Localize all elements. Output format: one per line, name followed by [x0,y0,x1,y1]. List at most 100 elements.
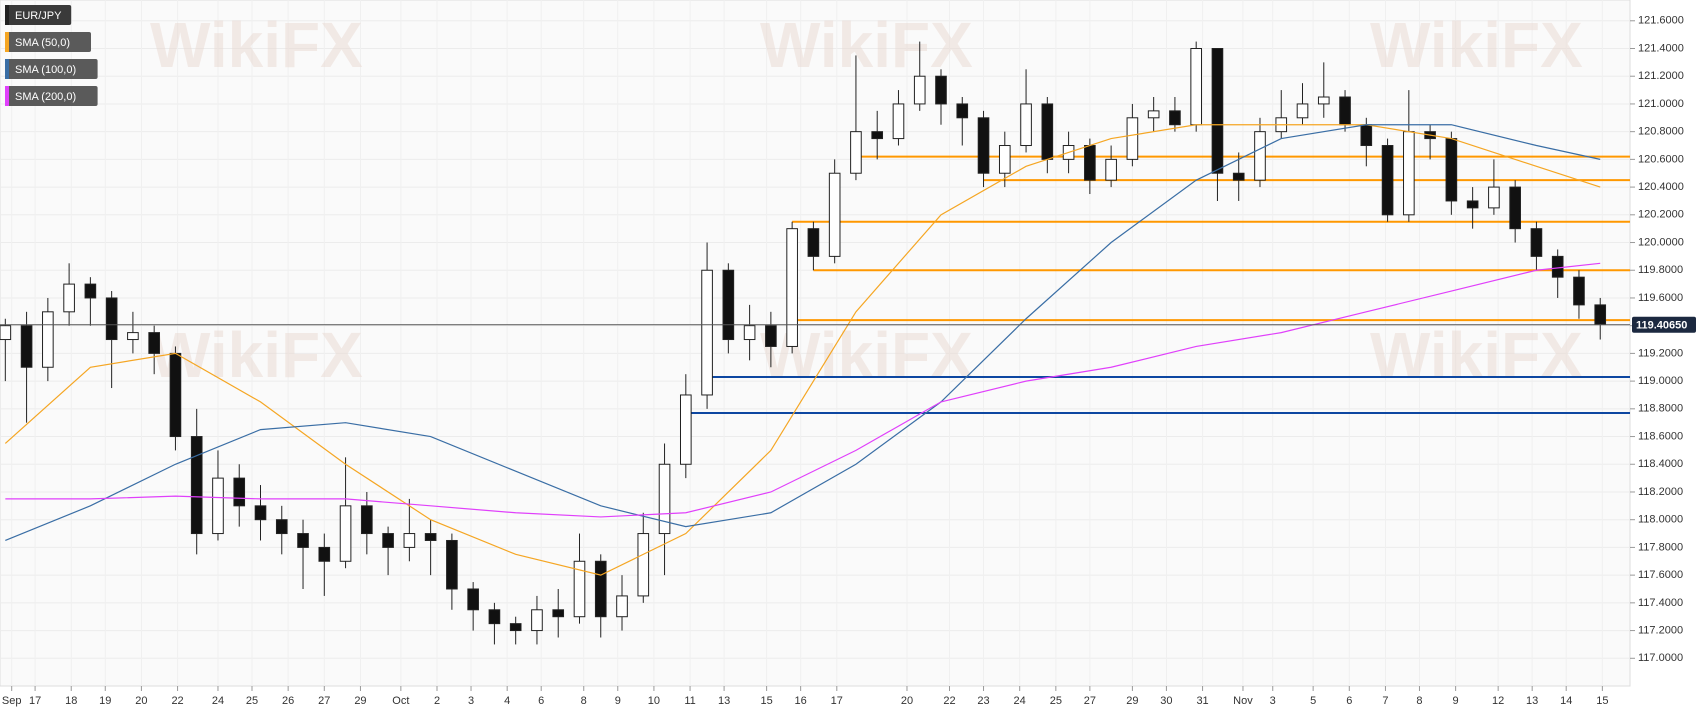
x-tick-label: 19 [99,695,111,707]
candle-body [743,325,756,341]
last-price-label: 119.40650 [1636,320,1687,332]
candle-body [658,463,671,535]
legend-box [5,86,98,106]
x-tick-label: 15 [1596,695,1608,707]
candle-body [552,609,565,618]
x-tick-label: 6 [1346,695,1352,707]
x-tick-label: 26 [282,695,294,707]
candle-body [1551,255,1564,278]
candle-body [1339,96,1351,126]
candle-body [1190,48,1203,126]
y-tick-label: 119.0000 [1638,375,1683,387]
candle-body [1317,96,1330,105]
candle-body [127,332,139,341]
x-tick-label: 20 [135,695,147,707]
x-tick-label: 17 [831,695,843,707]
y-tick-label: 119.6000 [1638,292,1683,304]
x-tick-label: 15 [760,695,772,707]
candle-body [318,546,331,562]
candle-body [616,595,628,618]
x-tick-label: 29 [1126,695,1138,707]
candle-body [403,533,416,548]
x-tick-label: 24 [1014,695,1026,707]
candle-body [1381,145,1394,216]
sma-line [5,262,1601,518]
candle-body [765,325,777,347]
candle-body [254,505,267,521]
y-tick-label: 120.8000 [1638,126,1684,138]
candle-body [1296,103,1309,119]
candle-body [871,131,884,140]
last-price-badge [1632,316,1696,333]
x-tick-label: 7 [1382,695,1388,707]
candle-body [1169,110,1181,126]
x-tick-label: 17 [29,695,41,707]
x-tick-label: 18 [65,695,77,707]
candle-body [594,560,607,618]
candle-body [722,269,735,341]
x-tick-label: 8 [581,695,587,707]
candle-body [190,436,203,535]
y-tick-label: 118.4000 [1638,458,1683,470]
candle-body [1403,131,1415,216]
x-tick-label: 9 [615,695,621,707]
y-tick-label: 121.0000 [1638,98,1684,110]
candle-body [424,533,437,541]
candle-body [1126,117,1139,160]
y-tick-label: 117.8000 [1638,541,1683,553]
legend-swatch [5,59,9,79]
candle-body [105,297,118,341]
y-tick-label: 121.4000 [1638,42,1684,54]
candle-body [361,505,373,535]
y-tick-label: 118.6000 [1638,430,1683,442]
x-tick-label: 8 [1416,695,1422,707]
x-tick-label: 6 [538,695,544,707]
y-tick-label: 120.2000 [1638,209,1684,221]
candle-body [1041,103,1054,160]
y-tick-label: 118.0000 [1638,514,1683,526]
candle-body [1105,158,1117,181]
candle-body [1445,138,1458,202]
candle-body [1509,186,1521,230]
x-tick-label: 24 [212,695,224,707]
candle-body [1211,48,1224,174]
x-tick-label: 23 [977,695,989,707]
x-tick-label: 31 [1196,695,1208,707]
watermark: WikiFX [150,319,363,391]
legend-box [5,59,98,79]
x-tick-label: Sep [2,695,22,707]
y-tick-label: 120.6000 [1638,153,1684,165]
legend-box [5,32,91,52]
candle-body [20,325,33,368]
candle-body [573,560,586,618]
candle-body [913,75,926,105]
candle-body [935,75,947,105]
candle-body [148,332,160,354]
x-tick-label: 25 [1050,695,1062,707]
y-tick-label: 120.0000 [1638,236,1684,248]
candle-body [42,311,54,368]
x-tick-label: 16 [795,695,807,707]
x-tick-label: 13 [1526,695,1538,707]
candle-body [892,103,905,140]
watermark: WikiFX [760,9,973,81]
candle-body [637,533,650,597]
y-tick-label: 117.0000 [1638,652,1683,664]
candle-body [1084,145,1096,181]
grid [0,20,1630,659]
x-tick-label: 4 [504,695,510,707]
candle-body [850,131,862,174]
y-tick-label: 117.2000 [1638,624,1683,636]
candle-body [977,117,990,174]
candle-body [1573,276,1585,306]
x-tick-label: 2 [434,695,440,707]
x-tick-label: 3 [468,695,474,707]
plot-area [0,0,1631,687]
candle-body [1360,124,1373,147]
x-tick-label: 30 [1160,695,1172,707]
axes: 117.0000 117.2000 117.4000 117.6000 117.8000… [2,15,1696,707]
x-tick-label: 29 [354,695,366,707]
marks [0,41,1630,645]
